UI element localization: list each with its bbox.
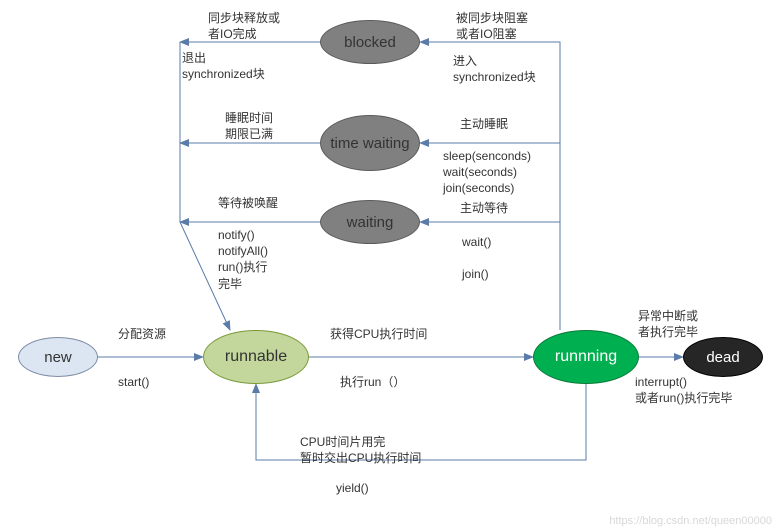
- label-blocked-left-bot: 退出 synchronized块: [182, 50, 265, 82]
- node-waiting: waiting: [320, 200, 420, 244]
- node-new-label: new: [44, 349, 72, 366]
- node-blocked-label: blocked: [344, 34, 396, 51]
- node-timewaiting-label: time waiting: [330, 135, 409, 152]
- node-running: runnning: [533, 330, 639, 384]
- node-blocked: blocked: [320, 20, 420, 64]
- label-wait-left-bot: notify() notifyAll() run()执行 完毕: [218, 227, 268, 292]
- label-blocked-right-bot: 进入 synchronized块: [453, 53, 536, 85]
- label-blocked-left-top: 同步块释放或 者IO完成: [208, 10, 280, 42]
- node-dead: dead: [683, 337, 763, 377]
- watermark: https://blog.csdn.net/queen00000: [609, 515, 772, 527]
- label-new-runnable-top: 分配资源: [118, 326, 166, 342]
- label-runnable-running-bot: 执行run（）: [340, 374, 405, 390]
- label-tw-right-bot: sleep(senconds) wait(seconds) join(secon…: [443, 148, 531, 197]
- node-timewaiting: time waiting: [320, 115, 420, 171]
- node-new: new: [18, 337, 98, 377]
- label-tw-left-top: 睡眠时间 期限已满: [225, 110, 273, 142]
- node-runnable-label: runnable: [225, 348, 287, 366]
- node-runnable: runnable: [203, 330, 309, 384]
- label-new-runnable-bot: start(): [118, 374, 149, 390]
- label-running-dead-bot: interrupt() 或者run()执行完毕: [635, 374, 732, 406]
- label-tw-right-top: 主动睡眠: [460, 116, 508, 132]
- label-running-runnable-bot: yield(): [336, 480, 369, 496]
- node-waiting-label: waiting: [347, 214, 394, 231]
- label-wait-right-bot: wait(): [462, 234, 491, 250]
- label-running-runnable-top: CPU时间片用完 暂时交出CPU执行时间: [300, 434, 421, 466]
- label-blocked-right-top: 被同步块阻塞 或者IO阻塞: [456, 10, 528, 42]
- node-running-label: runnning: [555, 348, 617, 366]
- label-wait-right-top: 主动等待: [460, 200, 508, 216]
- label-running-dead-top: 异常中断或 者执行完毕: [638, 308, 698, 340]
- label-wait-right-bot2: join(): [462, 266, 489, 282]
- label-runnable-running-top: 获得CPU执行时间: [330, 326, 427, 342]
- node-dead-label: dead: [706, 349, 739, 366]
- label-wait-left-top: 等待被唤醒: [218, 195, 278, 211]
